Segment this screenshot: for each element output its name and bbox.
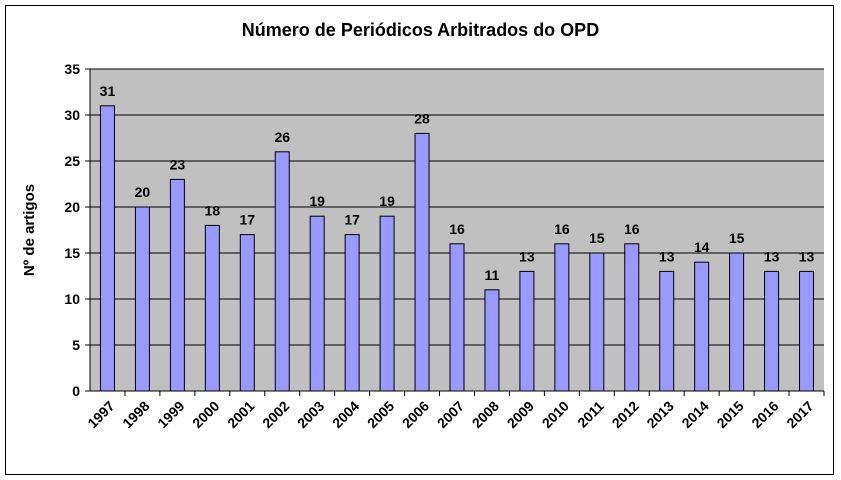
data-label: 18 xyxy=(205,202,221,218)
x-tick-label: 2017 xyxy=(783,398,816,431)
y-tick-label: 0 xyxy=(72,383,80,399)
data-label: 13 xyxy=(764,248,780,264)
x-tick-label: 2015 xyxy=(713,398,746,431)
bar xyxy=(519,270,535,392)
bar xyxy=(554,243,570,392)
y-tick-label: 35 xyxy=(64,61,80,77)
data-label: 16 xyxy=(449,221,465,237)
bar xyxy=(134,206,150,392)
y-tick-label: 25 xyxy=(64,153,80,169)
bar xyxy=(484,289,500,392)
data-label: 19 xyxy=(379,193,395,209)
bar xyxy=(239,234,255,392)
bar xyxy=(414,132,430,392)
bar xyxy=(169,178,185,392)
data-label: 15 xyxy=(589,230,605,246)
bar xyxy=(379,215,395,392)
bar xyxy=(449,243,465,392)
data-label: 14 xyxy=(694,239,710,255)
data-label: 19 xyxy=(309,193,325,209)
y-tick-label: 5 xyxy=(72,337,80,353)
bar xyxy=(99,105,115,392)
x-tick-label: 2013 xyxy=(643,398,676,431)
bar xyxy=(309,215,325,392)
bar xyxy=(729,252,745,392)
x-tick-label: 2014 xyxy=(678,398,711,431)
x-tick-label: 2007 xyxy=(434,398,467,431)
x-tick-label: 2011 xyxy=(574,398,607,431)
x-tick-label: 2002 xyxy=(259,398,292,431)
x-tick-label: 2005 xyxy=(364,398,397,431)
bar xyxy=(659,270,675,392)
y-axis-label: Nº de artigos xyxy=(21,184,38,276)
x-tick-label: 2016 xyxy=(748,398,781,431)
bar xyxy=(799,270,815,392)
data-label: 11 xyxy=(485,267,500,283)
bar xyxy=(694,261,710,392)
x-tick-label: 2004 xyxy=(329,398,362,431)
x-tick-label: 2001 xyxy=(224,398,257,431)
bar xyxy=(274,151,290,392)
data-label: 17 xyxy=(239,212,255,228)
x-tick-label: 1997 xyxy=(84,398,117,431)
y-tick-label: 30 xyxy=(64,107,80,123)
x-tick-label: 2009 xyxy=(504,398,537,431)
data-label: 15 xyxy=(729,230,745,246)
data-label: 20 xyxy=(135,184,151,200)
x-tick-label: 2012 xyxy=(609,398,642,431)
x-tick-label: 1998 xyxy=(119,398,152,431)
chart-title: Número de Periódicos Arbitrados do OPD xyxy=(241,20,600,40)
data-label: 13 xyxy=(799,248,815,264)
x-tick-label: 2010 xyxy=(539,398,572,431)
data-label: 26 xyxy=(274,129,290,145)
x-tick-label: 2006 xyxy=(399,398,432,431)
data-label: 23 xyxy=(170,156,186,172)
bar xyxy=(764,270,780,392)
y-tick-label: 20 xyxy=(64,199,80,215)
data-label: 13 xyxy=(519,248,535,264)
x-tick-label: 1999 xyxy=(154,398,187,431)
data-label: 13 xyxy=(659,248,675,264)
x-tick-label: 2008 xyxy=(469,398,502,431)
y-tick-label: 10 xyxy=(64,291,80,307)
data-label: 16 xyxy=(554,221,570,237)
data-label: 16 xyxy=(624,221,640,237)
y-tick-label: 15 xyxy=(64,245,80,261)
bar xyxy=(589,252,605,392)
bar xyxy=(344,234,360,392)
x-tick-label: 2000 xyxy=(189,398,222,431)
data-label: 31 xyxy=(100,83,116,99)
bar xyxy=(204,224,220,392)
bar xyxy=(624,243,640,392)
x-tick-label: 2003 xyxy=(294,398,327,431)
data-label: 17 xyxy=(344,212,360,228)
data-label: 28 xyxy=(414,110,430,126)
